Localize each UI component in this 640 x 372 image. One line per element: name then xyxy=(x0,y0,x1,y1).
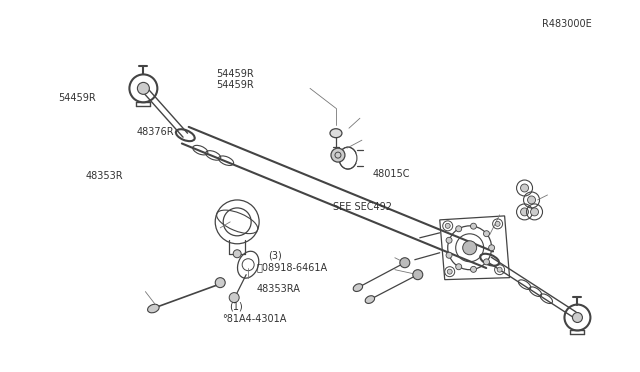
Circle shape xyxy=(446,252,452,258)
Circle shape xyxy=(400,258,410,268)
Text: 48353R: 48353R xyxy=(86,171,124,181)
Circle shape xyxy=(495,221,500,226)
Circle shape xyxy=(331,148,345,162)
Text: 48015C: 48015C xyxy=(372,169,410,179)
Text: ⓝ08918-6461A: ⓝ08918-6461A xyxy=(256,263,327,273)
Circle shape xyxy=(456,226,461,232)
Circle shape xyxy=(445,223,450,228)
Text: R483000E: R483000E xyxy=(542,19,592,29)
Ellipse shape xyxy=(148,304,159,313)
Circle shape xyxy=(488,245,495,251)
Circle shape xyxy=(520,184,529,192)
Circle shape xyxy=(572,312,582,323)
Circle shape xyxy=(483,259,490,265)
Text: 54459R: 54459R xyxy=(216,69,254,79)
Circle shape xyxy=(456,264,461,270)
Polygon shape xyxy=(440,216,509,280)
Circle shape xyxy=(138,82,149,94)
Circle shape xyxy=(233,250,241,258)
Ellipse shape xyxy=(330,129,342,138)
Ellipse shape xyxy=(353,284,363,292)
Circle shape xyxy=(463,241,477,255)
Text: (3): (3) xyxy=(268,251,282,261)
Text: 48353RA: 48353RA xyxy=(256,284,300,294)
Circle shape xyxy=(413,270,423,280)
Circle shape xyxy=(483,231,490,237)
Circle shape xyxy=(527,196,536,204)
Ellipse shape xyxy=(365,296,374,304)
Circle shape xyxy=(446,237,452,243)
Circle shape xyxy=(470,266,476,272)
Circle shape xyxy=(447,269,452,274)
Circle shape xyxy=(531,208,538,216)
Text: 54459R: 54459R xyxy=(216,80,254,90)
Circle shape xyxy=(497,267,502,272)
Text: °81A4-4301A: °81A4-4301A xyxy=(222,314,287,324)
Text: SEE SEC492: SEE SEC492 xyxy=(333,202,392,212)
Circle shape xyxy=(520,208,529,216)
Text: 48376R: 48376R xyxy=(137,127,174,137)
Circle shape xyxy=(215,278,225,288)
Circle shape xyxy=(470,223,476,229)
Text: (1): (1) xyxy=(229,301,243,311)
Text: 54459R: 54459R xyxy=(58,93,96,103)
Circle shape xyxy=(229,293,239,302)
